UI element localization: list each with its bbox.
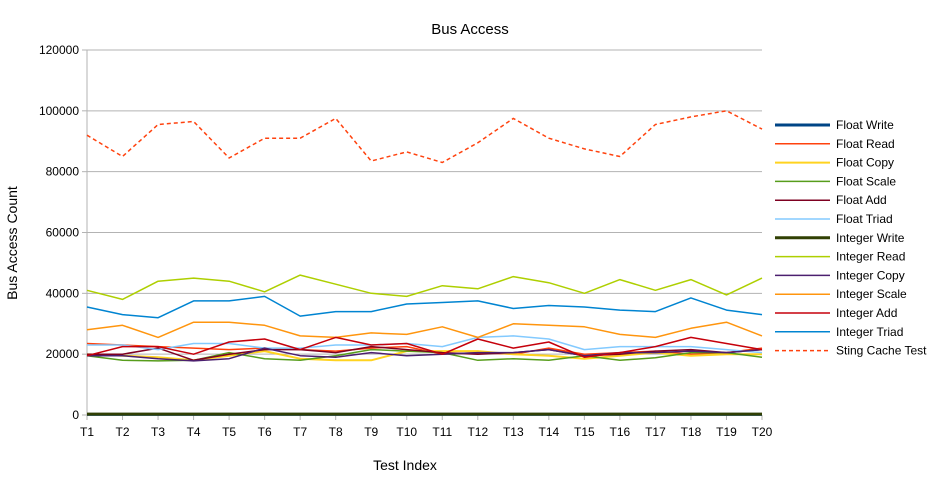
x-tick-label: T9	[364, 425, 378, 439]
x-tick-label: T12	[467, 425, 488, 439]
legend-label-float-copy: Float Copy	[836, 156, 894, 170]
x-tick-label: T4	[187, 425, 201, 439]
y-tick-label: 0	[72, 408, 79, 422]
chart-title: Bus Access	[431, 21, 509, 38]
series-line-integer-scale	[86, 321, 763, 339]
series-line-float-add	[87, 345, 763, 362]
legend: Float Write Float Read Float Copy Float Sca…	[775, 118, 927, 358]
legend-label-float-scale: Float Scale	[836, 174, 896, 188]
x-tick-label: T6	[258, 425, 272, 439]
y-tick-label: 20000	[46, 347, 80, 361]
legend-label-float-triad: Float Triad	[836, 212, 893, 226]
x-tick-label: T20	[752, 425, 773, 439]
x-tick-label: T19	[716, 425, 737, 439]
series-lines	[86, 110, 763, 416]
series-line-integer-triad	[86, 295, 763, 319]
series-line-integer-read	[86, 274, 763, 301]
x-axis-title: Test Index	[373, 457, 437, 473]
x-tick-label: T18	[681, 425, 702, 439]
legend-label-float-read: Float Read	[836, 137, 895, 151]
y-tick-label: 40000	[46, 286, 80, 300]
x-tick-label: T16	[610, 425, 631, 439]
x-tick-label: T7	[293, 425, 307, 439]
legend-label-integer-scale: Integer Scale	[836, 287, 907, 301]
legend-label-float-write: Float Write	[836, 118, 894, 132]
y-tick-label: 80000	[46, 165, 80, 179]
legend-label-integer-add: Integer Add	[836, 306, 897, 320]
x-tick-label: T3	[151, 425, 165, 439]
x-tick-label: T14	[538, 425, 559, 439]
gridlines	[82, 49, 762, 416]
y-tick-label: 100000	[39, 104, 79, 118]
legend-label-integer-triad: Integer Triad	[836, 325, 903, 339]
series-line-sting-cache-test	[86, 110, 763, 164]
y-tick-label: 60000	[46, 226, 80, 240]
legend-label-integer-read: Integer Read	[836, 250, 905, 264]
legend-label-integer-write: Integer Write	[836, 231, 905, 245]
y-tick-label: 120000	[39, 43, 79, 57]
x-tick-label: T1	[80, 425, 94, 439]
x-tick-label: T5	[222, 425, 236, 439]
x-tick-label: T17	[645, 425, 666, 439]
legend-label-integer-copy: Integer Copy	[836, 268, 905, 282]
x-tick-label: T2	[116, 425, 130, 439]
x-axis-ticks: T1 T2 T3 T4 T5 T6 T7 T8 T9 T10 T11 T12 T13 T14 T15 T16 T…	[80, 415, 773, 439]
x-tick-label: T10	[396, 425, 417, 439]
series-line-integer-copy	[87, 347, 763, 362]
x-tick-label: T8	[329, 425, 343, 439]
x-tick-label: T13	[503, 425, 524, 439]
legend-label-float-add: Float Add	[836, 193, 887, 207]
legend-label-sting-cache-test: Sting Cache Test	[836, 344, 927, 358]
series-line-float-triad	[87, 335, 763, 354]
x-tick-label: T15	[574, 425, 595, 439]
y-axis-title: Bus Access Count	[4, 186, 20, 300]
series-line-integer-add	[86, 336, 763, 358]
x-tick-label: T11	[432, 425, 452, 439]
y-axis-ticks: 0 20000 40000 60000 80000 100000 120000	[39, 43, 79, 422]
